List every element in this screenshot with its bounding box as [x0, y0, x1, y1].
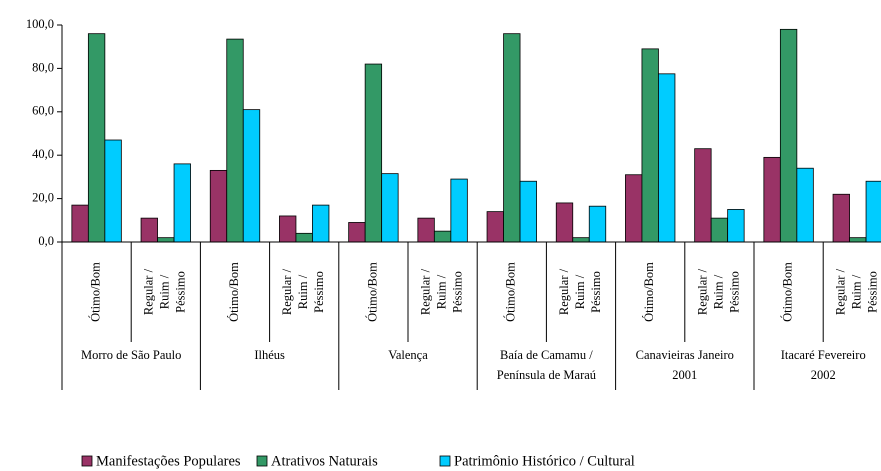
- bar: [796, 167, 814, 243]
- bar: [641, 48, 659, 243]
- x-tick-label: Regular /: [418, 268, 432, 315]
- bar: [364, 63, 383, 243]
- x-tick-label: Ótimo/Bom: [88, 262, 102, 322]
- x-tick-label: Regular /: [695, 268, 709, 315]
- group-label: Morro de São Paulo: [81, 348, 181, 362]
- y-tick-label: 60,0: [32, 104, 54, 118]
- x-tick-label: Ótimo/Bom: [504, 262, 518, 322]
- bar: [348, 222, 366, 243]
- bar: [104, 139, 122, 243]
- bar: [625, 174, 643, 243]
- x-tick-label: Ótimo/Bom: [227, 262, 241, 322]
- y-tick-label: 80,0: [32, 60, 54, 74]
- legend-label: Atrativos Naturais: [271, 453, 378, 469]
- legend-swatch: [439, 455, 451, 467]
- bar: [555, 202, 574, 243]
- legend-label: Patrimônio Histórico / Cultural: [454, 453, 635, 469]
- x-tick-label: Regular /: [834, 268, 848, 315]
- group-label: Canavieiras Janeiro: [636, 348, 734, 362]
- group-label: 2001: [672, 368, 697, 382]
- group-label: Ilhéus: [254, 348, 285, 362]
- bar: [865, 180, 881, 243]
- bar: [242, 109, 261, 243]
- x-tick-label: Ruim /: [711, 274, 725, 309]
- x-tick-label: Ótimo/Bom: [780, 262, 794, 322]
- y-tick-label: 100,0: [26, 17, 54, 31]
- bar: [71, 204, 89, 243]
- bar: [694, 148, 712, 243]
- group-label: Baía de Camamu /: [500, 348, 593, 362]
- x-tick-label: Péssimo: [589, 271, 603, 313]
- x-tick-label: Péssimo: [450, 271, 464, 313]
- bar: [209, 169, 228, 243]
- bar: [173, 163, 191, 243]
- y-tick-label: 20,0: [32, 190, 54, 204]
- y-tick-label: 0,0: [38, 234, 54, 248]
- legend-swatch: [81, 455, 93, 467]
- bar: [295, 232, 313, 243]
- bar: [572, 237, 590, 243]
- x-tick-label: Ruim /: [850, 274, 864, 309]
- x-tick-label: Regular /: [280, 268, 294, 315]
- legend-swatch: [256, 455, 268, 467]
- group-label: Itacaré Fevereiro: [781, 348, 866, 362]
- x-tick-label: Regular /: [142, 268, 156, 315]
- bar: [312, 204, 330, 243]
- bar: [381, 173, 399, 243]
- bar: [658, 73, 676, 243]
- bar: [157, 237, 175, 243]
- x-tick-label: Péssimo: [312, 271, 326, 313]
- bar: [503, 33, 521, 243]
- bar: [588, 205, 607, 243]
- x-tick-label: Ruim /: [296, 274, 310, 309]
- group-label: Valença: [388, 348, 428, 362]
- x-tick-label: Ruim /: [573, 274, 587, 309]
- x-tick-label: Ótimo/Bom: [365, 262, 379, 322]
- x-tick-label: Ótimo/Bom: [642, 262, 656, 322]
- bar: [519, 180, 537, 243]
- bar: [87, 33, 106, 243]
- x-tick-label: Péssimo: [866, 271, 880, 313]
- bar: [140, 217, 158, 243]
- bar: [832, 193, 850, 243]
- bar: [450, 178, 468, 243]
- bar: [486, 211, 504, 243]
- bar: [279, 215, 297, 243]
- x-tick-label: Ruim /: [434, 274, 448, 309]
- group-label: 2002: [811, 368, 836, 382]
- bar: [710, 217, 729, 243]
- x-tick-label: Regular /: [557, 268, 571, 315]
- x-tick-label: Péssimo: [727, 271, 741, 313]
- bar: [763, 156, 781, 243]
- bar: [727, 209, 745, 243]
- bar: [433, 230, 452, 243]
- y-tick-label: 40,0: [32, 147, 54, 161]
- x-tick-label: Ruim /: [158, 274, 172, 309]
- group-label: Península de Maraú: [497, 368, 597, 382]
- bar: [417, 217, 435, 243]
- bar: [849, 237, 867, 243]
- x-tick-label: Péssimo: [174, 271, 188, 313]
- legend-label: Manifestações Populares: [96, 453, 241, 469]
- bar: [226, 38, 244, 243]
- bar: [779, 28, 798, 243]
